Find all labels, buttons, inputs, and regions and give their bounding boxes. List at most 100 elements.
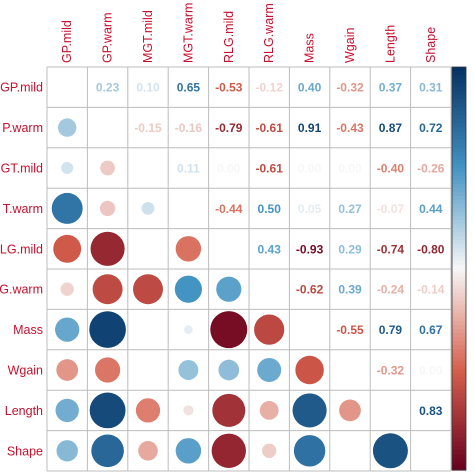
colorbar-segment: [452, 179, 466, 185]
colorbar-segment: [452, 67, 466, 72]
colorbar-segment: [452, 171, 466, 177]
colorbar-segment: [452, 324, 466, 330]
correlation-value-label: -0.80: [417, 242, 445, 256]
colorbar-segment: [452, 87, 466, 92]
colorbar-segment: [452, 393, 466, 399]
correlation-circle: [133, 274, 163, 305]
correlation-value-label: 0.72: [419, 121, 443, 135]
correlation-circle: [339, 399, 361, 422]
colorbar-segment: [452, 135, 466, 141]
colorbar-segment: [452, 224, 466, 229]
colorbar-segment: [452, 236, 466, 241]
colorbar-segment: [452, 465, 466, 471]
colorbar-segment: [452, 300, 466, 306]
correlation-value-label: -0.24: [377, 283, 405, 297]
correlation-value-label: 0.00: [419, 364, 443, 378]
colorbar-segment: [452, 332, 466, 338]
correlation-value-label: 0.87: [379, 121, 403, 135]
colorbar-segment: [452, 91, 466, 96]
correlation-circle: [295, 355, 324, 385]
correlation-circle: [212, 393, 246, 427]
colorbar-segment: [452, 183, 466, 189]
colorbar-segment: [452, 461, 466, 467]
colorbar-segment: [452, 361, 466, 366]
colorbar-segment: [452, 369, 466, 374]
colorbar-segment: [452, 216, 466, 221]
correlation-value-label: 0.65: [177, 81, 201, 95]
colorbar-segment: [452, 445, 466, 451]
colorbar-segment: [452, 409, 466, 415]
correlation-circle: [89, 311, 126, 348]
colorbar-segment: [452, 256, 466, 262]
correlation-circle: [174, 275, 202, 303]
colorbar-segment: [452, 71, 466, 76]
correlation-circle: [55, 398, 79, 423]
row-label: P.warm: [2, 121, 43, 135]
colorbar-segment: [452, 208, 466, 213]
colorbar-segment: [452, 397, 466, 403]
colorbar-segment: [452, 195, 466, 201]
colorbar-segment: [452, 204, 466, 209]
colorbar-segment: [452, 131, 466, 137]
correlation-value-label: 0.67: [419, 323, 443, 337]
colorbar-segment: [452, 292, 466, 298]
colorbar-segment: [452, 405, 466, 411]
colorbar-border: [451, 66, 467, 471]
row-label: GT.mild: [1, 162, 43, 176]
colorbar-segment: [452, 276, 466, 282]
colorbar-segment: [452, 304, 466, 310]
colorbar-segment: [452, 316, 466, 322]
colorbar-segment: [452, 389, 466, 395]
column-label: Wgain: [343, 28, 357, 63]
colorbar-segment: [452, 103, 466, 108]
correlation-value-label: 0.40: [298, 81, 322, 95]
correlation-value-label: 0.79: [379, 323, 403, 337]
column-label: RLG.mild: [222, 11, 236, 63]
correlation-circle: [262, 443, 277, 458]
correlation-circle: [56, 440, 78, 462]
correlation-value-label: -0.55: [336, 323, 364, 337]
grid-lines: [46, 66, 452, 472]
correlation-circle: [254, 314, 285, 345]
colorbar-segment: [452, 212, 466, 217]
colorbar-segment: [452, 248, 466, 253]
colorbar-segment: [452, 187, 466, 193]
correlation-circle: [178, 360, 199, 380]
colorbar-segment: [452, 232, 466, 237]
colorbar-segment: [452, 284, 466, 290]
correlation-circle: [183, 405, 194, 416]
correlation-value-label: -0.74: [377, 242, 405, 256]
correlation-value-label: 0.91: [298, 121, 322, 135]
colorbar-segment: [452, 457, 466, 463]
colorbar-segment: [452, 433, 466, 439]
column-label: Length: [383, 25, 397, 63]
column-label: Shape: [424, 27, 438, 63]
correlation-circle: [184, 325, 193, 334]
colorbar-segment: [452, 83, 466, 88]
correlation-circle: [211, 433, 246, 468]
correlation-circle: [218, 359, 240, 381]
colorbar-segment: [452, 401, 466, 407]
colorbar-segment: [452, 429, 466, 435]
correlation-value-label: 0.37: [379, 81, 403, 95]
correlation-value-label: -0.44: [215, 202, 243, 216]
correlation-value-label: -0.14: [417, 283, 445, 297]
correlation-value-label: 0.23: [96, 81, 120, 95]
correlation-value-label: -0.12: [256, 81, 284, 95]
colorbar-segment: [452, 163, 466, 169]
column-label: RLG.warm: [262, 3, 276, 63]
colorbar-segment: [452, 159, 466, 165]
correlation-value-label: -0.07: [377, 202, 405, 216]
row-label: Mass: [13, 323, 43, 337]
correlation-circle: [57, 118, 77, 137]
correlation-value-label: -0.61: [256, 162, 284, 176]
colorbar-segment: [452, 244, 466, 249]
correlation-circle: [100, 160, 116, 176]
correlation-value-label: -0.32: [336, 81, 364, 95]
row-label: T.warm: [3, 202, 43, 216]
colorbar-segment: [452, 320, 466, 326]
colorbar-segment: [452, 441, 466, 447]
colorbar-segment: [452, 127, 466, 133]
colorbar-segment: [452, 107, 466, 112]
